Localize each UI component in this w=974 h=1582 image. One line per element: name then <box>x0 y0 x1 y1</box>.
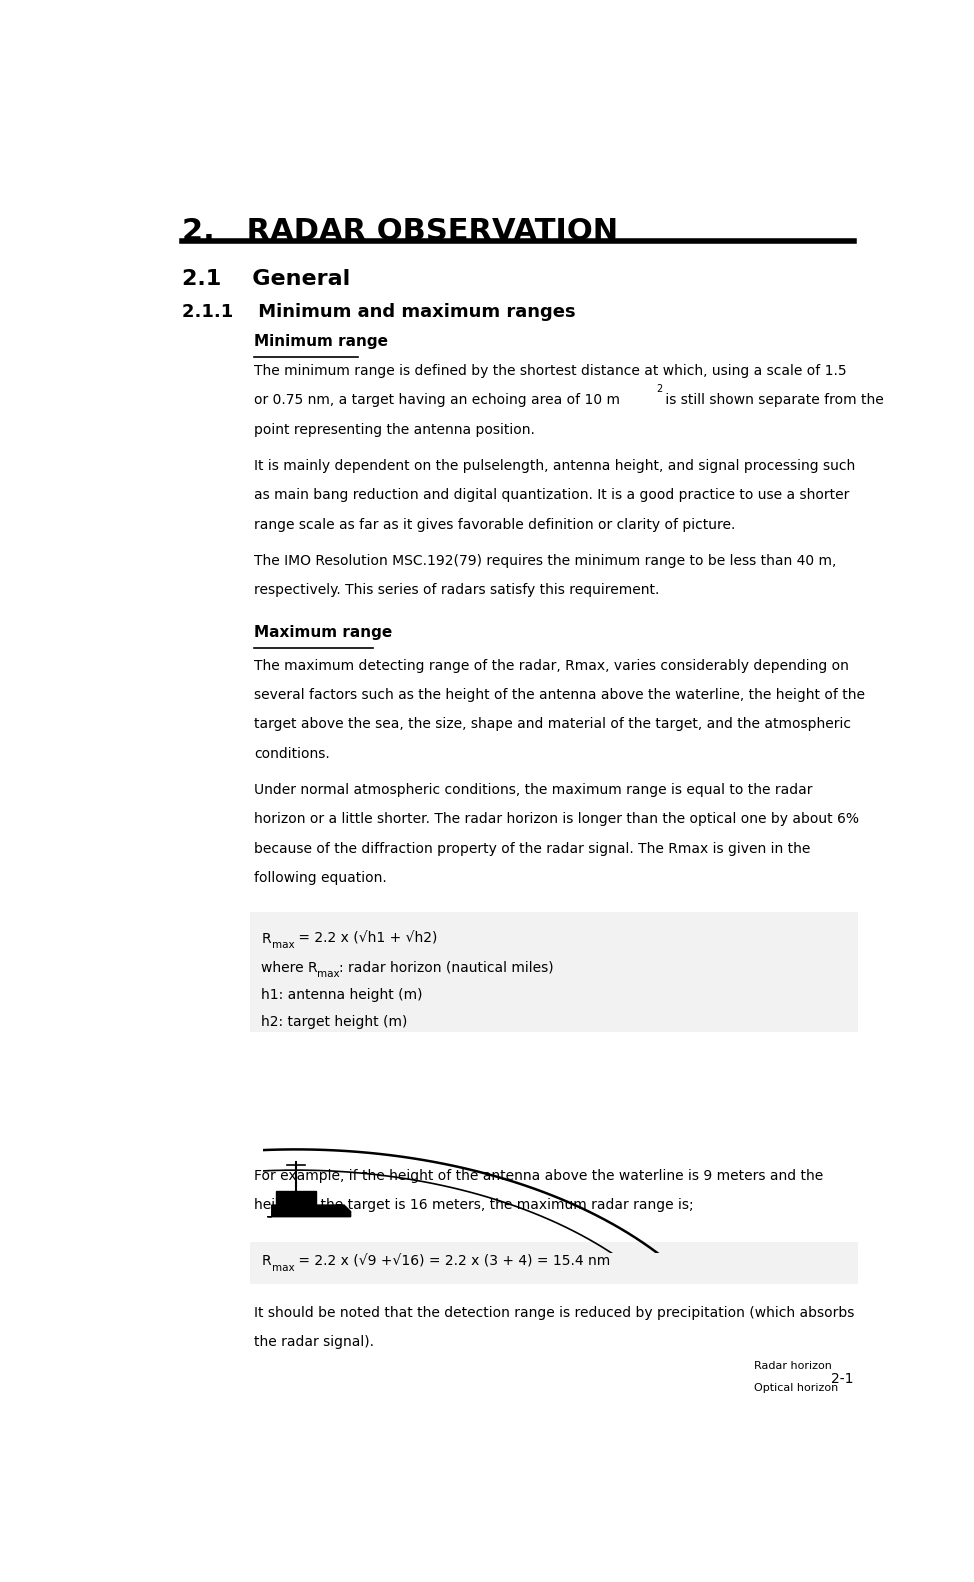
Polygon shape <box>267 1205 351 1217</box>
Text: It is mainly dependent on the pulselength, antenna height, and signal processing: It is mainly dependent on the pulselengt… <box>254 459 855 473</box>
Text: It should be noted that the detection range is reduced by precipitation (which a: It should be noted that the detection ra… <box>254 1305 854 1319</box>
Text: the radar signal).: the radar signal). <box>254 1335 374 1349</box>
Text: max: max <box>272 940 294 951</box>
Text: height of the target is 16 meters, the maximum radar range is;: height of the target is 16 meters, the m… <box>254 1199 693 1212</box>
Text: or 0.75 nm, a target having an echoing area of 10 m: or 0.75 nm, a target having an echoing a… <box>254 394 619 407</box>
Text: The IMO Resolution MSC.192(79) requires the minimum range to be less than 40 m,: The IMO Resolution MSC.192(79) requires … <box>254 554 837 568</box>
Text: 2.   RADAR OBSERVATION: 2. RADAR OBSERVATION <box>182 217 618 245</box>
Text: The minimum range is defined by the shortest distance at which, using a scale of: The minimum range is defined by the shor… <box>254 364 846 378</box>
Text: 2.1    General: 2.1 General <box>182 269 351 290</box>
Text: respectively. This series of radars satisfy this requirement.: respectively. This series of radars sati… <box>254 584 659 598</box>
Text: The maximum detecting range of the radar, Rmax, varies considerably depending on: The maximum detecting range of the radar… <box>254 658 848 672</box>
Text: Minimum range: Minimum range <box>254 334 388 348</box>
Text: where R: where R <box>261 960 318 975</box>
Bar <box>250 913 858 1031</box>
Text: as main bang reduction and digital quantization. It is a good practice to use a : as main bang reduction and digital quant… <box>254 489 849 501</box>
Text: horizon or a little shorter. The radar horizon is longer than the optical one by: horizon or a little shorter. The radar h… <box>254 812 859 826</box>
Text: range scale as far as it gives favorable definition or clarity of picture.: range scale as far as it gives favorable… <box>254 517 735 532</box>
Text: max: max <box>318 970 340 979</box>
Text: 2.1.1    Minimum and maximum ranges: 2.1.1 Minimum and maximum ranges <box>182 304 576 321</box>
Text: 2: 2 <box>656 383 662 394</box>
Text: Maximum range: Maximum range <box>254 625 393 639</box>
Text: For example, if the height of the antenna above the waterline is 9 meters and th: For example, if the height of the antenn… <box>254 1169 823 1183</box>
Text: : radar horizon (nautical miles): : radar horizon (nautical miles) <box>339 960 554 975</box>
Text: R: R <box>261 1255 271 1269</box>
Text: R: R <box>261 932 271 946</box>
Bar <box>250 1242 858 1283</box>
Text: max: max <box>272 1262 294 1274</box>
Text: because of the diffraction property of the radar signal. The Rmax is given in th: because of the diffraction property of t… <box>254 842 810 856</box>
Text: h2: target height (m): h2: target height (m) <box>261 1014 408 1028</box>
Text: = 2.2 x (√9 +√16) = 2.2 x (3 + 4) = 15.4 nm: = 2.2 x (√9 +√16) = 2.2 x (3 + 4) = 15.4… <box>294 1255 610 1269</box>
Polygon shape <box>277 1191 316 1205</box>
Text: target above the sea, the size, shape and material of the target, and the atmosp: target above the sea, the size, shape an… <box>254 717 851 731</box>
Text: Radar horizon: Radar horizon <box>755 1362 833 1372</box>
Text: h1: antenna height (m): h1: antenna height (m) <box>261 987 423 1001</box>
Text: following equation.: following equation. <box>254 870 387 884</box>
Text: 2-1: 2-1 <box>832 1372 854 1386</box>
Text: is still shown separate from the: is still shown separate from the <box>660 394 883 407</box>
Text: conditions.: conditions. <box>254 747 329 761</box>
Text: Optical horizon: Optical horizon <box>755 1383 839 1394</box>
Text: = 2.2 x (√h1 + √h2): = 2.2 x (√h1 + √h2) <box>294 932 437 946</box>
Text: several factors such as the height of the antenna above the waterline, the heigh: several factors such as the height of th… <box>254 688 865 702</box>
Text: Under normal atmospheric conditions, the maximum range is equal to the radar: Under normal atmospheric conditions, the… <box>254 783 812 797</box>
Text: point representing the antenna position.: point representing the antenna position. <box>254 422 535 437</box>
